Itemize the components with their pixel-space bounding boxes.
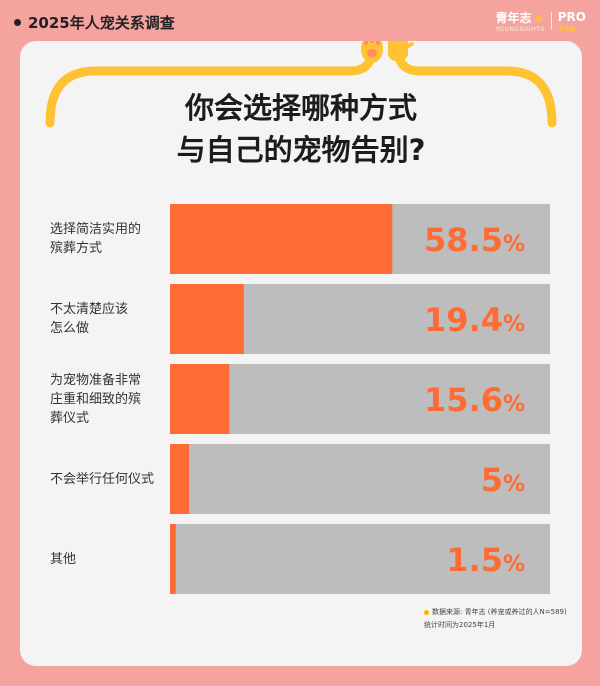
headline-line-1: 你会选择哪种方式 [20,87,582,129]
bar [170,444,189,514]
category-label-line: 不会举行任何仪式 [50,471,155,487]
brand-sub: YOUNGSIGHTS [495,26,545,33]
decor-line [45,41,557,128]
data-label: 5% [481,461,525,499]
bar-track [170,524,550,594]
bar [170,284,244,354]
paw-icon [361,41,383,63]
bar-track [170,444,550,514]
category-label: 为宠物准备非常 庄重和细致的殡 葬仪式 [50,371,170,428]
category-label-line: 不太清楚应该 [50,302,129,317]
category-label-line: 其他 [50,551,77,567]
report-title: 2025年人宠关系调查 [14,12,175,33]
source-dot-icon [424,609,429,615]
source-line-1: 数据来源: 青年志 (养宠或养过的人N=589) [432,608,567,616]
category-label: 其他 [50,550,170,569]
brand-divider [550,12,552,30]
data-label: 15.6% [424,381,525,419]
data-source: 数据来源: 青年志 (养宠或养过的人N=589) 统计时间为2025年1月 [424,606,567,632]
data-label: 1.5% [446,541,525,579]
category-label-line: 殡葬方式 [50,241,103,256]
data-label: 58.5% [424,221,525,259]
bar [170,364,230,434]
category-label: 不会举行任何仪式 [50,470,170,489]
brand-logo: 青年志 YOUNGSIGHTS PRO 专业版 [495,9,586,34]
bar [170,204,393,274]
brand-dot-icon [535,16,542,22]
raised-hand-icon [388,41,414,61]
headline-line-2: 与自己的宠物告别? [20,129,582,171]
bar-track [170,364,550,434]
category-label: 选择简洁实用的 殡葬方式 [50,220,170,258]
source-line-2: 统计时间为2025年1月 [424,621,496,629]
category-label: 不太清楚应该 怎么做 [50,300,170,338]
title-bullet [14,19,21,26]
pro-sub: 专业版 [557,25,576,33]
bar-chart: 58.5% 19.4% 15.6% 5% 1.5% [170,204,550,594]
category-label-line: 庄重和细致的殡 [50,391,142,407]
pro-label: PRO [557,9,586,24]
category-label-line: 选择简洁实用的 [50,222,142,237]
data-label: 19.4% [424,301,525,339]
report-title-text: 2025年人宠关系调查 [28,14,175,32]
chart-card: 你会选择哪种方式 与自己的宠物告别? 选择简洁实用的 殡葬方式 不太清楚应该 怎么做为… [20,41,582,666]
category-label-line: 怎么做 [50,321,90,336]
category-label-line: 为宠物准备非常 [50,372,142,388]
pro-badge: PRO 专业版 [558,10,586,33]
bar [170,524,176,594]
category-label-line: 葬仪式 [50,410,90,426]
brand-name: 青年志 [495,11,532,25]
